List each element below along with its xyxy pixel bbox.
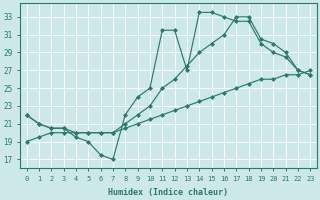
X-axis label: Humidex (Indice chaleur): Humidex (Indice chaleur)	[108, 188, 228, 197]
